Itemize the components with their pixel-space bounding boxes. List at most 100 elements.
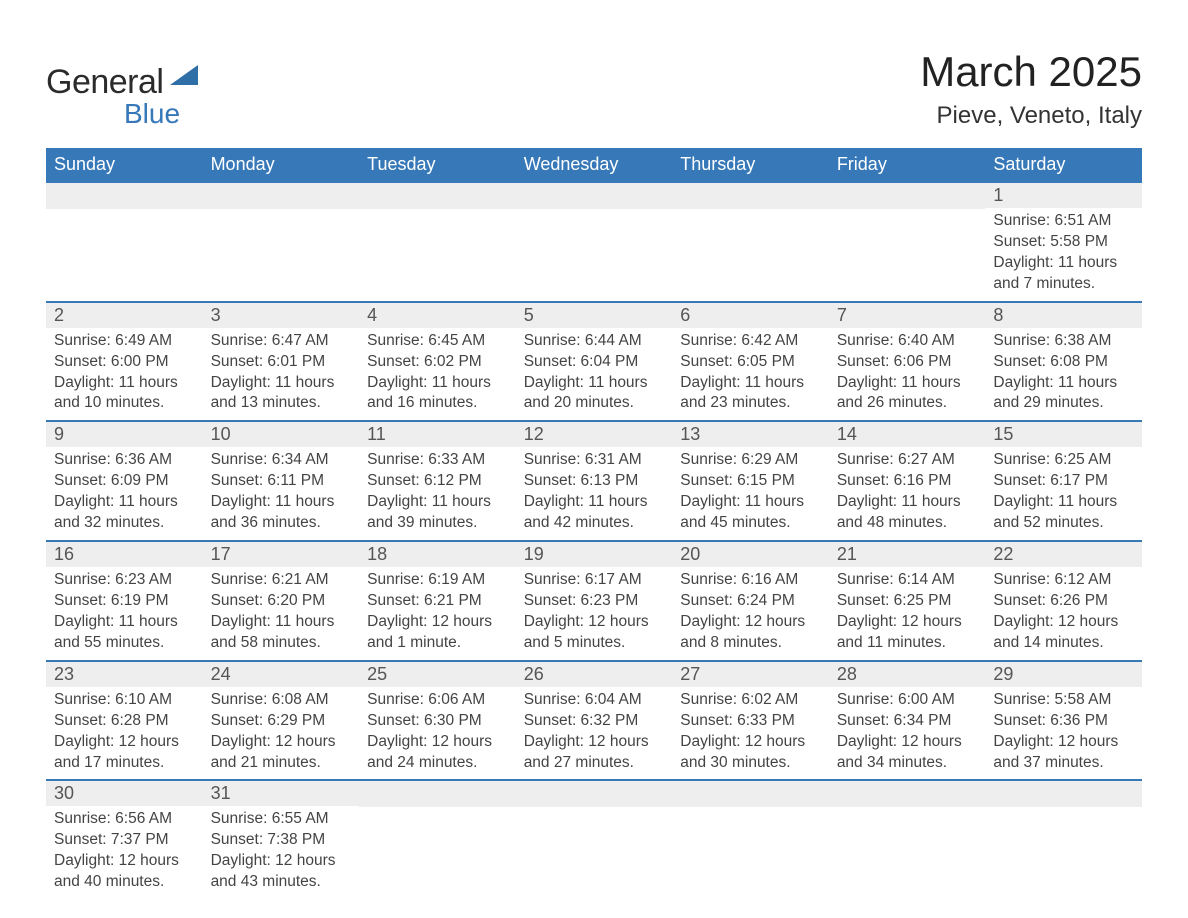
calendar-cell: 18Sunrise: 6:19 AMSunset: 6:21 PMDayligh… (359, 541, 516, 661)
calendar-cell (829, 182, 986, 302)
calendar-header-row: SundayMondayTuesdayWednesdayThursdayFrid… (46, 148, 1142, 182)
daylight-line: Daylight: 12 hours and 24 minutes. (367, 732, 508, 774)
day-info: Sunrise: 6:14 AMSunset: 6:25 PMDaylight:… (829, 567, 986, 660)
calendar-cell: 4Sunrise: 6:45 AMSunset: 6:02 PMDaylight… (359, 302, 516, 422)
sunset-line: Sunset: 6:13 PM (524, 471, 665, 492)
daylight-line: Daylight: 11 hours and 10 minutes. (54, 373, 195, 415)
daylight-line: Daylight: 11 hours and 23 minutes. (680, 373, 821, 415)
sunset-line: Sunset: 6:11 PM (211, 471, 352, 492)
sunrise-line: Sunrise: 6:10 AM (54, 690, 195, 711)
calendar-cell (829, 780, 986, 899)
empty-daynum (985, 781, 1142, 807)
calendar-cell (672, 182, 829, 302)
sunrise-line: Sunrise: 6:29 AM (680, 450, 821, 471)
day-number: 29 (985, 662, 1142, 687)
sunrise-line: Sunrise: 6:44 AM (524, 331, 665, 352)
sunset-line: Sunset: 6:17 PM (993, 471, 1134, 492)
daylight-line: Daylight: 11 hours and 13 minutes. (211, 373, 352, 415)
empty-daynum (829, 183, 986, 209)
sunrise-line: Sunrise: 6:31 AM (524, 450, 665, 471)
daylight-line: Daylight: 12 hours and 27 minutes. (524, 732, 665, 774)
day-info: Sunrise: 6:31 AMSunset: 6:13 PMDaylight:… (516, 447, 673, 540)
daylight-line: Daylight: 11 hours and 36 minutes. (211, 492, 352, 534)
daylight-line: Daylight: 11 hours and 16 minutes. (367, 373, 508, 415)
calendar-cell: 8Sunrise: 6:38 AMSunset: 6:08 PMDaylight… (985, 302, 1142, 422)
day-number: 23 (46, 662, 203, 687)
sunrise-line: Sunrise: 6:56 AM (54, 809, 195, 830)
day-info: Sunrise: 6:49 AMSunset: 6:00 PMDaylight:… (46, 328, 203, 421)
day-number: 21 (829, 542, 986, 567)
daylight-line: Daylight: 12 hours and 5 minutes. (524, 612, 665, 654)
day-info: Sunrise: 6:00 AMSunset: 6:34 PMDaylight:… (829, 687, 986, 780)
sunset-line: Sunset: 6:19 PM (54, 591, 195, 612)
calendar-cell: 11Sunrise: 6:33 AMSunset: 6:12 PMDayligh… (359, 421, 516, 541)
day-info: Sunrise: 6:36 AMSunset: 6:09 PMDaylight:… (46, 447, 203, 540)
header: General Blue March 2025 Pieve, Veneto, I… (46, 48, 1142, 130)
empty-daynum (672, 781, 829, 807)
sunset-line: Sunset: 6:15 PM (680, 471, 821, 492)
calendar-cell (359, 780, 516, 899)
day-info: Sunrise: 6:51 AMSunset: 5:58 PMDaylight:… (985, 208, 1142, 301)
sunset-line: Sunset: 6:06 PM (837, 352, 978, 373)
day-number: 26 (516, 662, 673, 687)
day-number: 17 (203, 542, 360, 567)
day-info: Sunrise: 6:47 AMSunset: 6:01 PMDaylight:… (203, 328, 360, 421)
logo-text-blue: Blue (124, 98, 198, 130)
day-info: Sunrise: 5:58 AMSunset: 6:36 PMDaylight:… (985, 687, 1142, 780)
day-number: 14 (829, 422, 986, 447)
calendar-cell: 7Sunrise: 6:40 AMSunset: 6:06 PMDaylight… (829, 302, 986, 422)
calendar-cell: 27Sunrise: 6:02 AMSunset: 6:33 PMDayligh… (672, 661, 829, 781)
weekday-header: Monday (203, 148, 360, 182)
day-number: 18 (359, 542, 516, 567)
weekday-header: Thursday (672, 148, 829, 182)
sunrise-line: Sunrise: 6:42 AM (680, 331, 821, 352)
calendar-cell: 30Sunrise: 6:56 AMSunset: 7:37 PMDayligh… (46, 780, 203, 899)
day-info: Sunrise: 6:19 AMSunset: 6:21 PMDaylight:… (359, 567, 516, 660)
daylight-line: Daylight: 11 hours and 58 minutes. (211, 612, 352, 654)
day-info: Sunrise: 6:06 AMSunset: 6:30 PMDaylight:… (359, 687, 516, 780)
sunset-line: Sunset: 6:04 PM (524, 352, 665, 373)
calendar-cell: 13Sunrise: 6:29 AMSunset: 6:15 PMDayligh… (672, 421, 829, 541)
logo-triangle-icon (170, 63, 198, 90)
sunset-line: Sunset: 6:16 PM (837, 471, 978, 492)
calendar-cell (985, 780, 1142, 899)
calendar-row: 16Sunrise: 6:23 AMSunset: 6:19 PMDayligh… (46, 541, 1142, 661)
calendar-cell: 20Sunrise: 6:16 AMSunset: 6:24 PMDayligh… (672, 541, 829, 661)
daylight-line: Daylight: 12 hours and 30 minutes. (680, 732, 821, 774)
sunset-line: Sunset: 6:28 PM (54, 711, 195, 732)
day-number: 1 (985, 183, 1142, 208)
sunrise-line: Sunrise: 6:51 AM (993, 211, 1134, 232)
sunset-line: Sunset: 7:37 PM (54, 830, 195, 851)
daylight-line: Daylight: 11 hours and 26 minutes. (837, 373, 978, 415)
sunset-line: Sunset: 6:09 PM (54, 471, 195, 492)
day-number: 4 (359, 303, 516, 328)
empty-daynum (359, 781, 516, 807)
sunrise-line: Sunrise: 6:08 AM (211, 690, 352, 711)
empty-daynum (672, 183, 829, 209)
day-number: 24 (203, 662, 360, 687)
day-number: 30 (46, 781, 203, 806)
day-number: 6 (672, 303, 829, 328)
calendar-cell: 25Sunrise: 6:06 AMSunset: 6:30 PMDayligh… (359, 661, 516, 781)
empty-daynum (203, 183, 360, 209)
calendar-row: 2Sunrise: 6:49 AMSunset: 6:00 PMDaylight… (46, 302, 1142, 422)
sunrise-line: Sunrise: 6:16 AM (680, 570, 821, 591)
calendar-cell: 9Sunrise: 6:36 AMSunset: 6:09 PMDaylight… (46, 421, 203, 541)
sunset-line: Sunset: 6:21 PM (367, 591, 508, 612)
day-number: 13 (672, 422, 829, 447)
daylight-line: Daylight: 11 hours and 39 minutes. (367, 492, 508, 534)
daylight-line: Daylight: 11 hours and 52 minutes. (993, 492, 1134, 534)
day-info: Sunrise: 6:34 AMSunset: 6:11 PMDaylight:… (203, 447, 360, 540)
calendar-row: 23 Sunrise: 6:10 AMSunset: 6:28 PM Dayligh… (46, 661, 1142, 781)
calendar-cell: 3Sunrise: 6:47 AMSunset: 6:01 PMDaylight… (203, 302, 360, 422)
calendar-cell: 5Sunrise: 6:44 AMSunset: 6:04 PMDaylight… (516, 302, 673, 422)
day-info: Sunrise: 6:40 AMSunset: 6:06 PMDaylight:… (829, 328, 986, 421)
day-info: Sunrise: 6:38 AMSunset: 6:08 PMDaylight:… (985, 328, 1142, 421)
sunset-line: Sunset: 6:26 PM (993, 591, 1134, 612)
day-info: Sunrise: 6:44 AMSunset: 6:04 PMDaylight:… (516, 328, 673, 421)
calendar-cell: 24Sunrise: 6:08 AMSunset: 6:29 PMDayligh… (203, 661, 360, 781)
empty-daynum (516, 183, 673, 209)
day-info: Sunrise: 6:29 AMSunset: 6:15 PMDaylight:… (672, 447, 829, 540)
day-number: 3 (203, 303, 360, 328)
weekday-header: Tuesday (359, 148, 516, 182)
